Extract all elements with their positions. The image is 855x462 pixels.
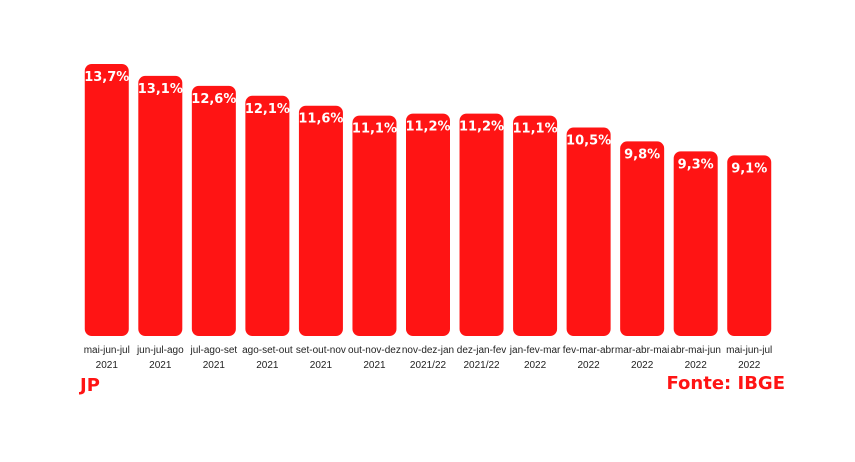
category-year-label-2: 2021 [203, 360, 226, 371]
category-label-12: mai-jun-jul [726, 345, 772, 356]
bar-8 [513, 115, 558, 336]
category-year-label-12: 2022 [738, 360, 761, 371]
category-label-6: nov-dez-jan [402, 345, 454, 356]
bar-value-label-9: 10,5% [566, 134, 611, 149]
category-label-9: fev-mar-abr [563, 345, 615, 356]
category-label-7: dez-jan-fev [457, 345, 506, 356]
bar-0 [84, 64, 129, 336]
bar-value-label-8: 11,1% [513, 122, 558, 137]
bar-4 [298, 105, 343, 337]
category-year-label-1: 2021 [149, 360, 172, 371]
category-year-label-9: 2022 [577, 360, 600, 371]
bar-value-label-11: 9,3% [678, 157, 714, 172]
category-label-5: out-nov-dez [348, 345, 401, 356]
source-label: Fonte: IBGE [666, 373, 785, 394]
category-year-label-10: 2022 [631, 360, 654, 371]
bar-value-label-0: 13,7% [84, 70, 129, 85]
bar-value-label-4: 11,6% [298, 112, 343, 127]
bar-value-label-2: 12,6% [191, 92, 236, 107]
brand-logo: JP [80, 375, 100, 396]
bar-value-label-6: 11,2% [405, 120, 450, 135]
bar-6 [406, 113, 450, 336]
category-label-10: mar-abr-mai [615, 345, 669, 356]
category-year-label-6: 2021/22 [410, 360, 447, 371]
bar-value-label-12: 9,1% [731, 161, 767, 176]
bar-5 [352, 115, 397, 336]
category-year-label-0: 2021 [96, 360, 119, 371]
bar-value-label-5: 11,1% [352, 122, 397, 137]
category-year-label-11: 2022 [685, 360, 708, 371]
category-label-4: set-out-nov [296, 345, 346, 356]
bar-12 [727, 155, 772, 336]
category-label-11: abr-mai-jun [670, 345, 721, 356]
bar-11 [673, 151, 718, 336]
bar-7 [459, 113, 504, 336]
bar-2 [191, 85, 236, 336]
bar-value-label-3: 12,1% [245, 102, 290, 117]
category-year-label-7: 2021/22 [463, 360, 500, 371]
category-year-label-3: 2021 [256, 360, 279, 371]
category-label-2: jul-ago-set [189, 345, 237, 356]
bar-1 [138, 75, 183, 336]
bar-9 [566, 127, 611, 337]
category-label-3: ago-set-out [242, 345, 293, 356]
bar-value-label-1: 13,1% [138, 82, 183, 97]
category-label-8: jan-fev-mar [509, 345, 561, 356]
category-year-label-5: 2021 [363, 360, 386, 371]
category-label-1: jun-jul-ago [136, 345, 184, 356]
bar-10 [620, 141, 665, 336]
category-year-label-8: 2022 [524, 360, 547, 371]
bar-3 [245, 95, 290, 337]
bar-value-label-10: 9,8% [624, 147, 660, 162]
category-label-0: mai-jun-jul [84, 345, 130, 356]
category-year-label-4: 2021 [310, 360, 333, 371]
bar-value-label-7: 11,2% [459, 120, 504, 135]
